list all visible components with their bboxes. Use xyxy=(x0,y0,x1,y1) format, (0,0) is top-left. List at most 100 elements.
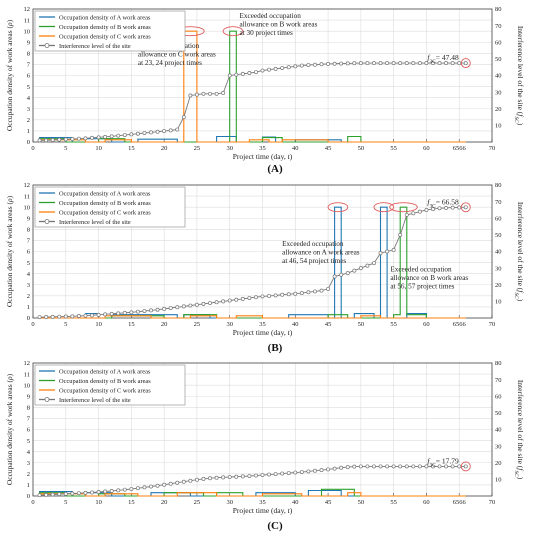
chart-c-x-tick-label: 10 xyxy=(95,499,102,506)
chart-b-interference-point xyxy=(450,205,455,210)
chart-b-interference-point xyxy=(431,207,435,212)
chart-a-x-tick-label: 40 xyxy=(292,145,299,152)
chart-a-interference-point xyxy=(234,72,239,77)
chart-panel-c: 0 5 10 15 20 25 30 35 40 45 50 55 60 6566 70 0 1 2 3 4 5 6 7 8 9… xyxy=(0,354,550,519)
chart-b-interference-point xyxy=(457,205,462,210)
chart-a-interference-point xyxy=(450,61,455,66)
chart-a-interference-point xyxy=(431,61,435,66)
chart-c-interference-point xyxy=(424,464,429,469)
chart-a-y2-tick-label: 50 xyxy=(495,56,502,63)
chart-a-interference-point xyxy=(319,62,324,67)
chart-a-interference-point xyxy=(253,70,258,75)
chart-c-y-tick-label: 0 xyxy=(27,493,30,500)
chart-c-y2-axis-label: Interference level of the site (fSC) xyxy=(513,380,525,480)
chart-b-y2-tick-label: 40 xyxy=(495,249,502,256)
chart-b-y-tick-label: 7 xyxy=(27,238,31,245)
chart-b-annotation-line: allowance on A work areas xyxy=(282,248,360,256)
chart-a-legend-label: Occupation density of A work areas xyxy=(59,14,151,21)
chart-a-y-tick-label: 4 xyxy=(27,95,31,102)
chart-c-interference-point xyxy=(463,464,468,469)
chart-b-interference-point xyxy=(155,307,160,312)
chart-c-interference-point xyxy=(313,468,317,473)
chart-b-x-tick-label: 20 xyxy=(161,321,168,328)
chart-a-y2-axis-label-part: f xyxy=(516,114,525,117)
chart-c-x-axis-label-part: ) xyxy=(290,506,293,515)
chart-a-y2-axis-label-part: ) xyxy=(516,123,525,126)
chart-c-interference-point xyxy=(129,487,134,491)
chart-b-y-tick-label: 4 xyxy=(27,271,31,278)
chart-c-interference-point xyxy=(391,464,396,469)
chart-a-interference-point xyxy=(188,93,193,98)
chart-a-interference-point xyxy=(175,127,180,132)
chart-c-series-2-line xyxy=(39,492,466,497)
chart-c-y-tick-label: 6 xyxy=(27,427,31,434)
chart-a-interference-point xyxy=(90,135,94,140)
chart-a-y2-tick-label: 20 xyxy=(495,106,502,113)
chart-a-interference-point xyxy=(411,61,416,66)
chart-a-x-tick-label: 55 xyxy=(390,145,397,152)
chart-c-x-tick-label: 15 xyxy=(128,499,135,506)
chart-c-y2-axis-label-part: Interference level of the site ( xyxy=(516,380,525,469)
chart-c-legend-marker xyxy=(44,397,50,402)
chart-b-x-tick-label: 25 xyxy=(194,321,201,328)
chart-c-x-axis-label-part: Project time (day, xyxy=(233,506,288,515)
chart-c-interference-point xyxy=(194,477,199,482)
chart-b-x-tick-label: 40 xyxy=(292,321,299,328)
chart-c-y2-tick-label: 80 xyxy=(495,360,502,367)
chart-a-series-2-line xyxy=(39,30,466,143)
chart-a-interference-point xyxy=(273,66,278,71)
chart-c-interference-point xyxy=(286,471,291,476)
chart-c-interference-point xyxy=(339,465,344,470)
chart-a-interference-point xyxy=(365,61,370,66)
chart-b-y2-tick-label: 70 xyxy=(495,199,502,206)
chart-c-interference-point xyxy=(372,464,376,469)
chart-a-interference-point xyxy=(417,61,422,66)
chart-c-interference-point xyxy=(444,464,449,469)
chart-a-interference-point xyxy=(109,134,114,139)
chart-b-interference-point xyxy=(273,293,278,298)
chart-a-interference-point xyxy=(70,137,75,141)
chart-b-interference-point xyxy=(57,314,62,319)
chart-b-annotation-line: Exceeded occupation xyxy=(282,240,344,248)
chart-b-exceed-highlight xyxy=(327,202,349,213)
chart-b-interference-point xyxy=(345,271,350,276)
chart-b-y2-axis-label: Interference level of the site (fSC) xyxy=(513,202,525,302)
chart-a-x-axis-label-part: ) xyxy=(290,152,293,161)
chart-a-y-tick-label: 11 xyxy=(24,17,30,24)
chart-b-x-tick-label: 35 xyxy=(259,321,266,328)
chart-a-legend-label: Occupation density of C work areas xyxy=(59,33,151,40)
chart-b-x-tick-label: 70 xyxy=(489,321,496,328)
chart-a-interference-point xyxy=(463,61,468,66)
chart-b-interference-point xyxy=(116,311,121,316)
chart-a-y-tick-label: 0 xyxy=(27,139,30,146)
chart-a-interference-point xyxy=(286,65,291,70)
chart-a-interference-point xyxy=(293,64,298,69)
chart-a-svg: 0 5 10 15 20 25 30 35 40 45 50 55 60 6566 700123456789… xyxy=(5,6,525,161)
chart-a-x-tick-label: 70 xyxy=(489,145,496,152)
panel-label-c: (C) xyxy=(267,520,283,532)
chart-c-final-highlight xyxy=(460,461,471,472)
chart-c-final-label-part: 3C xyxy=(429,462,436,468)
chart-b-y-tick-label: 6 xyxy=(27,249,31,256)
chart-b-interference-point xyxy=(299,291,304,296)
chart-b-series-2-line xyxy=(39,315,466,319)
chart-b-interference-point xyxy=(313,289,317,294)
chart-a-annotation-line: at 30 project times xyxy=(240,29,293,37)
chart-c-x-tick-label: 25 xyxy=(194,499,201,506)
chart-c-interference-point xyxy=(273,472,278,477)
chart-b-interference-point xyxy=(404,212,409,217)
chart-c-interference-point xyxy=(201,476,206,481)
chart-b-y2-axis-label-part: Interference level of the site ( xyxy=(516,202,525,291)
chart-a-series-1-line xyxy=(39,30,466,143)
chart-b-y2-tick-label: 10 xyxy=(495,299,502,306)
chart-b-interference-point xyxy=(332,274,337,279)
chart-a-x-tick-label: 0 xyxy=(31,145,34,152)
chart-b-y2-axis-label-part: ) xyxy=(516,299,525,302)
chart-c-y2-tick-label: 40 xyxy=(495,427,502,434)
chart-b-interference-point xyxy=(76,314,81,318)
chart-c-x-tick-label: 35 xyxy=(259,499,266,506)
chart-a-x-tick-label: 20 xyxy=(161,145,168,152)
chart-a-interference-point xyxy=(57,137,62,142)
chart-c-y-axis-label-part: Occupation density of work areas ( xyxy=(5,379,14,485)
chart-b-interference-point xyxy=(352,268,357,273)
